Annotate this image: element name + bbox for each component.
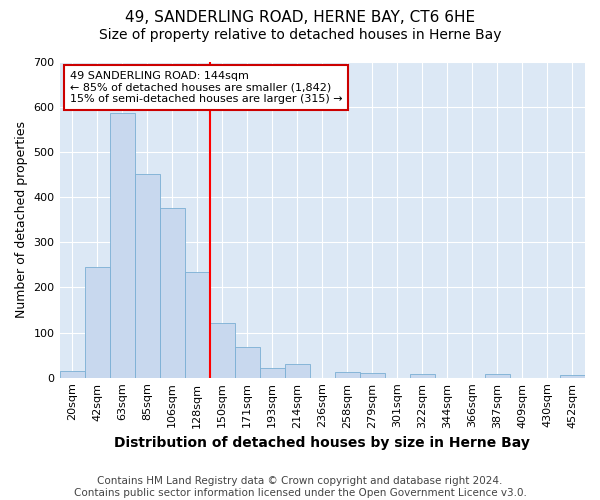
Bar bbox=[260, 368, 285, 378]
Text: Contains HM Land Registry data © Crown copyright and database right 2024.
Contai: Contains HM Land Registry data © Crown c… bbox=[74, 476, 526, 498]
Bar bbox=[485, 374, 510, 378]
Text: 49 SANDERLING ROAD: 144sqm
← 85% of detached houses are smaller (1,842)
15% of s: 49 SANDERLING ROAD: 144sqm ← 85% of deta… bbox=[70, 71, 343, 104]
Bar bbox=[160, 208, 185, 378]
Bar bbox=[235, 348, 260, 378]
Bar bbox=[560, 376, 585, 378]
Bar bbox=[85, 267, 110, 378]
Bar bbox=[59, 371, 85, 378]
Bar bbox=[335, 372, 360, 378]
Bar bbox=[410, 374, 435, 378]
Bar bbox=[209, 322, 235, 378]
Y-axis label: Number of detached properties: Number of detached properties bbox=[15, 121, 28, 318]
Bar bbox=[285, 364, 310, 378]
Bar bbox=[360, 373, 385, 378]
Bar bbox=[110, 114, 134, 378]
Bar bbox=[185, 272, 209, 378]
Text: Size of property relative to detached houses in Herne Bay: Size of property relative to detached ho… bbox=[99, 28, 501, 42]
Bar bbox=[134, 174, 160, 378]
Text: 49, SANDERLING ROAD, HERNE BAY, CT6 6HE: 49, SANDERLING ROAD, HERNE BAY, CT6 6HE bbox=[125, 10, 475, 25]
X-axis label: Distribution of detached houses by size in Herne Bay: Distribution of detached houses by size … bbox=[115, 436, 530, 450]
